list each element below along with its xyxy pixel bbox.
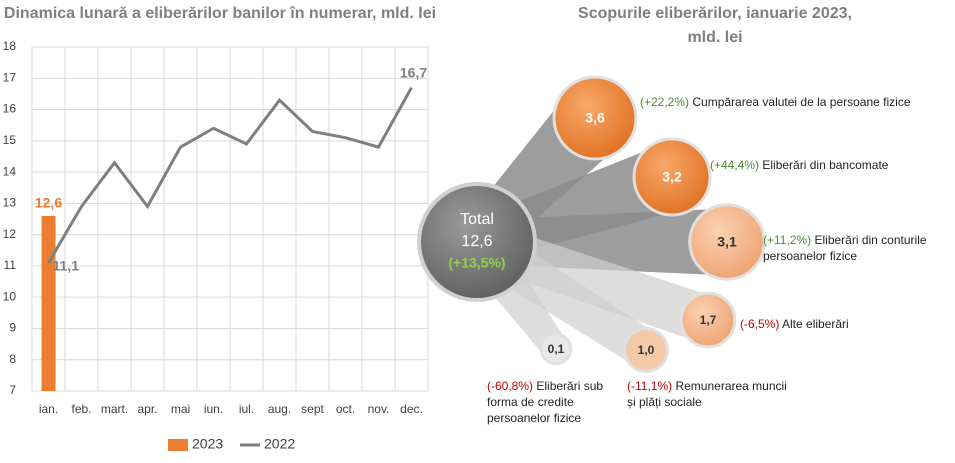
chart-title: Scopurile eliberărilor, ianuarie 2023, m… (578, 5, 852, 46)
x-tick-label: feb. (71, 402, 91, 416)
bubble (632, 137, 712, 217)
bubble-value: 3,1 (717, 234, 737, 250)
item-name: Cumpărarea valutei de la persoane fizice (692, 95, 911, 109)
change-label: (-11,1%) (627, 379, 673, 393)
item-name: Eliberări din bancomate (762, 158, 889, 172)
bar (41, 215, 56, 391)
bubble-value: 1,7 (700, 313, 717, 327)
bubble-label: (-11,1%) Remunerarea muncii și plăți soc… (627, 378, 787, 410)
legend-swatch (168, 439, 188, 451)
bubble-label: (+44,4%) Eliberări din bancomate (710, 157, 910, 173)
bubble-value: 3,6 (585, 110, 605, 126)
y-tick-label: 14 (3, 164, 17, 178)
item-name: Eliberări din conturile persoanelor fizi… (763, 233, 927, 263)
item-name: Remunerarea muncii și plăți sociale (627, 379, 787, 409)
y-tick-label: 10 (3, 289, 17, 303)
bubble (679, 291, 737, 349)
total-name: Total (460, 211, 494, 228)
bubble-value: 0,1 (548, 342, 565, 356)
bubble (623, 327, 669, 373)
y-tick-label: 8 (9, 352, 16, 366)
line (47, 86, 413, 264)
x-tick-label: mai (171, 402, 190, 416)
x-tick-label: aug. (268, 402, 291, 416)
y-tick-label: 7 (9, 383, 16, 397)
legend-label: 2023 (192, 436, 223, 452)
bubble (688, 203, 766, 281)
data-label: 16,7 (400, 64, 427, 80)
y-tick-label: 11 (4, 258, 17, 272)
item-name: Alte eliberări (782, 317, 849, 331)
legend-label: 2022 (264, 436, 295, 452)
x-tick-label: ian. (39, 402, 58, 416)
total-change: (+13,5%) (448, 255, 505, 271)
x-tick-label: iun. (204, 402, 223, 416)
x-tick-label: apr. (137, 402, 157, 416)
x-tick-label: sept (301, 402, 324, 416)
change-label: (+22,2%) (640, 95, 690, 109)
bubble-label: (-60,8%) Eliberări sub forma de credite … (487, 378, 627, 426)
x-tick-label: mart. (101, 402, 128, 416)
bubble-label: (+22,2%) Cumpărarea valutei de la persoa… (640, 94, 940, 110)
y-tick-label: 13 (3, 196, 17, 210)
data-label: 12,6 (35, 195, 62, 211)
x-tick-label: iul. (239, 402, 254, 416)
bubble (552, 75, 638, 161)
y-tick-label: 9 (9, 321, 16, 335)
x-tick-label: dec. (400, 402, 423, 416)
bubble (539, 332, 573, 366)
change-label: (+44,4%) (710, 158, 760, 172)
x-tick-label: nov. (368, 402, 390, 416)
data-label: 11,1 (53, 257, 80, 273)
y-tick-label: 12 (3, 227, 17, 241)
bubble-label: (-6,5%) Alte eliberări (740, 316, 940, 332)
total-bubble (417, 182, 537, 302)
change-label: (-6,5%) (740, 317, 780, 331)
change-label: (-60,8%) (487, 379, 534, 393)
item-name: Eliberări sub forma de credite persoanel… (487, 379, 604, 425)
total-value: 12,6 (461, 233, 492, 250)
y-tick-label: 18 (3, 39, 17, 53)
y-tick-label: 15 (3, 133, 17, 147)
y-tick-label: 17 (3, 70, 17, 84)
change-label: (+11,2%) (763, 233, 812, 247)
y-tick-label: 16 (3, 102, 17, 116)
bubble-label: (+11,2%) Eliberări din conturile persoan… (763, 232, 933, 264)
bubble-value: 1,0 (638, 343, 655, 357)
chart-title: Dinamica lunară a eliberărilor banilor î… (3, 5, 437, 22)
bubble-value: 3,2 (662, 169, 682, 185)
x-tick-label: oct. (336, 402, 355, 416)
